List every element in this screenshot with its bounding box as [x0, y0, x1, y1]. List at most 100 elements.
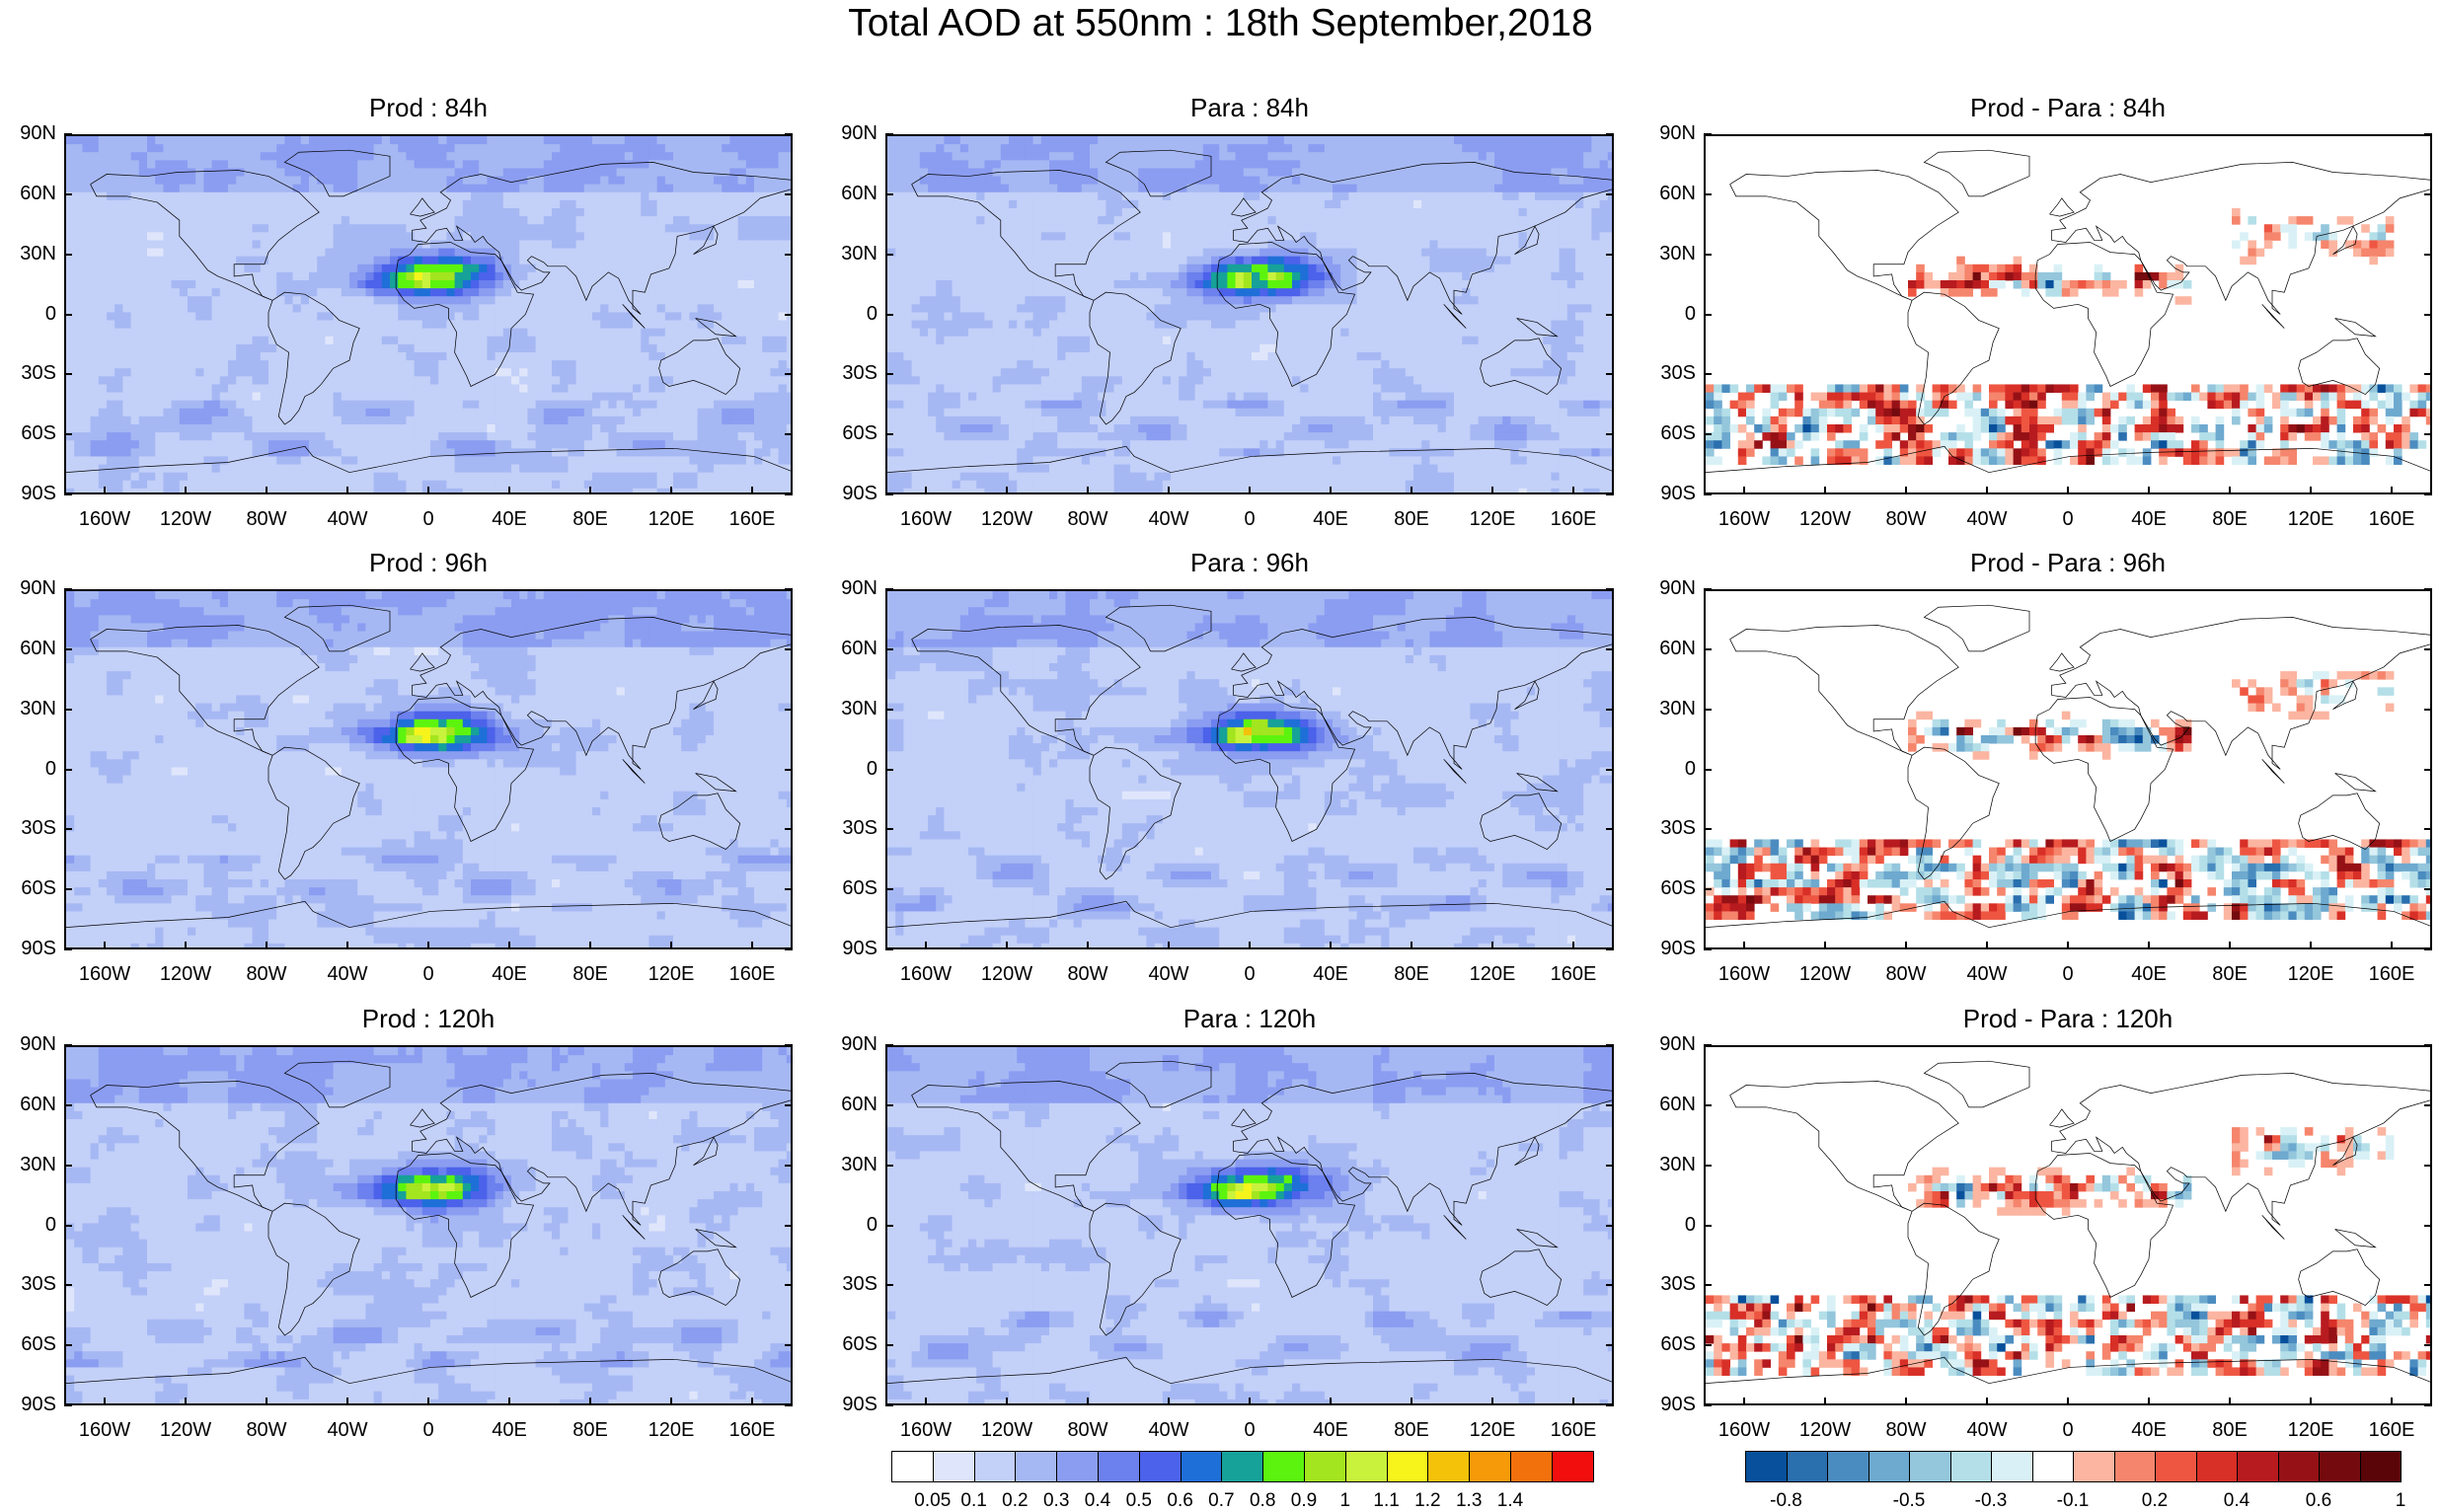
coastline	[395, 697, 535, 842]
coastline	[693, 225, 719, 255]
lat-tick	[1704, 1404, 1712, 1406]
lat-tick-label: 30S	[818, 817, 877, 840]
map-plot-area	[885, 134, 1614, 494]
lat-tick	[1704, 1344, 1712, 1347]
lon-tick-label: 120W	[151, 963, 220, 986]
lat-tick-label: 30N	[0, 698, 56, 720]
lon-tick	[1743, 487, 1745, 494]
lon-tick	[1491, 1398, 1493, 1405]
lon-tick-label: 80E	[2195, 508, 2264, 531]
panel-title: Para : 96h	[885, 548, 1614, 578]
coastline	[658, 1248, 741, 1307]
lat-tick	[64, 192, 72, 195]
lat-tick-label: 60S	[1637, 1333, 1696, 1356]
lon-tick	[1572, 942, 1574, 949]
lon-tick	[751, 942, 753, 949]
lat-tick-label: 30N	[0, 1154, 56, 1176]
lat-tick	[1606, 588, 1614, 590]
map-plot-area	[885, 1045, 1614, 1405]
coastline	[1480, 1248, 1563, 1307]
lat-tick	[2424, 768, 2432, 771]
colorbar-tick-label: 0.3	[1027, 1490, 1086, 1512]
lat-tick-label: 90S	[818, 1394, 877, 1416]
panel-title: Para : 120h	[885, 1004, 1614, 1034]
lat-tick	[1606, 313, 1614, 316]
lon-tick	[2148, 1398, 2150, 1405]
lon-tick	[1491, 487, 1493, 494]
colorbar-swatch	[1098, 1451, 1140, 1482]
lat-tick	[785, 493, 793, 495]
coastline	[2049, 197, 2075, 217]
lat-tick	[1704, 373, 1712, 376]
lat-tick-label: 30S	[0, 1273, 56, 1296]
coastline	[410, 652, 435, 672]
lat-tick	[785, 433, 793, 436]
colorbar-tick-label: 0.5	[1109, 1490, 1169, 1512]
lon-tick-label: 120E	[2276, 508, 2345, 531]
lat-tick	[1606, 828, 1614, 831]
lon-tick	[2391, 487, 2393, 494]
colorbar-swatch	[1551, 1451, 1594, 1482]
lon-tick-label: 120W	[151, 508, 220, 531]
lat-tick	[1704, 433, 1712, 436]
lon-tick	[508, 1398, 510, 1405]
coastline	[2261, 759, 2285, 784]
lon-tick-label: 120E	[637, 508, 706, 531]
colorbar-swatch	[2155, 1451, 2197, 1482]
coastline	[1923, 604, 2030, 652]
coastline	[1516, 773, 1559, 793]
lat-tick	[1606, 948, 1614, 950]
lat-tick-label: 90N	[818, 122, 877, 145]
lon-tick	[1411, 1398, 1412, 1405]
lat-tick	[64, 1344, 72, 1347]
coastline	[1089, 291, 1182, 425]
lon-tick	[1087, 487, 1089, 494]
lat-tick	[2424, 1224, 2432, 1227]
lat-tick	[2424, 1164, 2432, 1167]
lon-tick	[2229, 1398, 2231, 1405]
lon-tick-label: 80W	[232, 508, 301, 531]
lat-tick	[1704, 313, 1712, 316]
coastline	[911, 625, 1141, 756]
colorbar-tick-label: 1.1	[1357, 1490, 1416, 1512]
map-plot-area	[64, 134, 793, 494]
colorbar-tick-label: 1	[2371, 1490, 2430, 1512]
lon-tick	[2148, 942, 2150, 949]
lat-tick	[885, 948, 893, 950]
lon-tick	[346, 942, 348, 949]
lon-tick-label: 120W	[151, 1419, 220, 1442]
coastline	[1231, 197, 1257, 217]
lat-tick-label: 30S	[1637, 362, 1696, 385]
lon-tick	[1411, 487, 1412, 494]
colorbar-swatch	[2031, 1451, 2074, 1482]
lat-tick	[2424, 1103, 2432, 1106]
lon-tick	[1824, 1398, 1826, 1405]
colorbar-swatch	[1344, 1451, 1388, 1482]
coastline	[1516, 1229, 1559, 1248]
lat-tick-label: 90S	[1637, 1394, 1696, 1416]
coastline	[1907, 291, 2000, 425]
lat-tick	[885, 1164, 893, 1167]
lon-tick	[1330, 487, 1332, 494]
map-plot-area	[1704, 134, 2432, 494]
lon-tick-label: 0	[1215, 1419, 1284, 1442]
lat-tick-label: 60S	[1637, 877, 1696, 900]
lon-tick-label: 160E	[1539, 963, 1608, 986]
coastline	[2334, 773, 2377, 793]
lon-tick	[1168, 487, 1170, 494]
lon-tick-label: 160W	[891, 1419, 960, 1442]
lon-tick	[427, 942, 429, 949]
coastline	[911, 1081, 1141, 1212]
coastline	[1089, 1202, 1182, 1336]
coastline	[1216, 1153, 1356, 1298]
lon-tick-label: 40E	[475, 1419, 544, 1442]
lat-tick	[785, 647, 793, 650]
map-field	[887, 1047, 1612, 1403]
lon-tick	[1006, 942, 1008, 949]
lon-tick-label: 80E	[556, 963, 625, 986]
coastline	[1706, 445, 2430, 474]
coastline	[1089, 746, 1182, 880]
lon-tick-label: 80W	[232, 963, 301, 986]
lon-tick-label: 40E	[2114, 508, 2183, 531]
coastline	[283, 149, 391, 197]
